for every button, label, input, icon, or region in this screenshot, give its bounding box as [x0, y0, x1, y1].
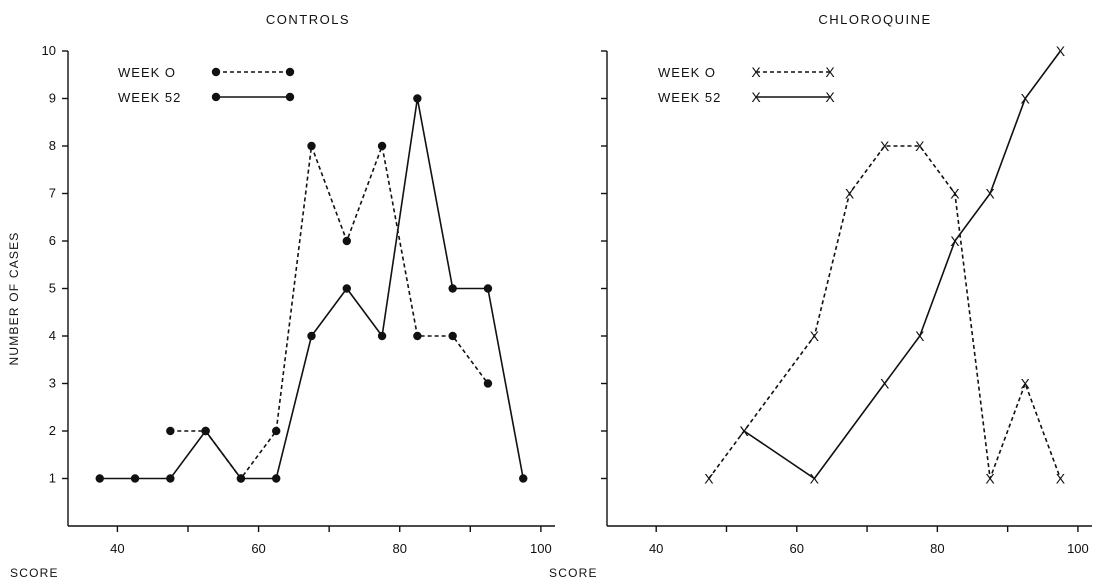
chart-title: CONTROLS	[266, 12, 350, 27]
x-axis-label: SCORE	[10, 566, 59, 580]
legend-marker	[285, 92, 295, 102]
data-point: X	[880, 138, 890, 154]
data-point: X	[1021, 376, 1031, 392]
data-point: X	[810, 328, 820, 344]
y-tick-label-9: 9	[49, 91, 56, 106]
controls-chart: CONTROLS 1 2 3 4 5 6 7 8 9 10 40 60 80 100 SCORE NUMBER …	[7, 12, 555, 580]
y-tick-label-10: 10	[42, 43, 56, 58]
x-axis-label: SCORE	[549, 566, 598, 580]
x-tick-label-100: 100	[1067, 541, 1089, 556]
series-line-week-52	[743, 50, 1062, 480]
data-point: X	[880, 376, 890, 392]
y-tick-label-4: 4	[49, 328, 56, 343]
series-line-week-0	[708, 145, 1062, 479]
x-tick-label-40: 40	[110, 541, 124, 556]
data-point	[413, 94, 422, 103]
data-point	[342, 284, 351, 293]
chart-title: CHLOROQUINE	[818, 12, 931, 27]
y-tick-label-5: 5	[49, 281, 56, 296]
x-tick-label-80: 80	[392, 541, 406, 556]
data-point	[377, 141, 387, 151]
data-point	[201, 426, 210, 436]
data-point: X	[1056, 43, 1066, 59]
legend-entry-week-0: WEEK O	[118, 65, 295, 80]
legend-label: WEEK 52	[658, 90, 721, 105]
legend-marker	[285, 67, 295, 77]
y-tick-label-2: 2	[49, 423, 56, 438]
y-tick-label-8: 8	[49, 138, 56, 153]
legend-label: WEEK O	[118, 65, 176, 80]
data-point	[272, 426, 281, 436]
y-tick-label-3: 3	[49, 376, 56, 391]
legend-marker: X	[825, 64, 835, 80]
data-point: X	[985, 186, 995, 202]
series-week-0: X X X X X X X X X X	[704, 138, 1065, 487]
data-point: X	[1056, 471, 1066, 487]
x-tick-label-100: 100	[530, 541, 552, 556]
data-point: X	[950, 233, 960, 249]
data-point	[377, 331, 387, 341]
data-point: X	[845, 186, 855, 202]
data-point	[95, 474, 104, 483]
data-point: X	[739, 423, 749, 439]
data-point: X	[950, 186, 960, 202]
data-point	[483, 284, 493, 293]
legend-label: WEEK 52	[118, 90, 181, 105]
data-point: X	[1021, 91, 1031, 107]
data-point	[272, 474, 281, 483]
data-point	[166, 426, 175, 436]
data-point	[236, 474, 246, 483]
y-tick-label-7: 7	[49, 186, 56, 201]
data-point: X	[915, 138, 925, 154]
legend-marker: X	[825, 89, 835, 105]
legend-entry-week-52: WEEK 52 X X	[658, 89, 835, 105]
series-line-week-52	[99, 98, 524, 480]
data-point	[166, 474, 175, 483]
x-tick-label-40: 40	[649, 541, 663, 556]
legend-entry-week-52: WEEK 52	[118, 90, 295, 105]
data-point: X	[915, 328, 925, 344]
x-tick-label-80: 80	[930, 541, 944, 556]
x-tick-label-60: 60	[251, 541, 265, 556]
data-point	[483, 379, 493, 388]
x-tick-label-60: 60	[790, 541, 804, 556]
series-week-52	[95, 94, 528, 483]
legend-marker: X	[751, 64, 761, 80]
data-point	[342, 236, 351, 246]
data-point	[307, 331, 316, 341]
data-point: X	[810, 471, 820, 487]
y-tick-label-1: 1	[49, 471, 56, 486]
legend-label: WEEK O	[658, 65, 716, 80]
data-point	[519, 474, 528, 483]
data-point	[130, 474, 140, 483]
data-point	[448, 331, 457, 341]
data-point: X	[704, 471, 714, 487]
legend-marker	[211, 92, 221, 102]
y-axis-label: NUMBER OF CASES	[7, 231, 21, 365]
data-point: X	[985, 471, 995, 487]
data-point	[448, 284, 457, 293]
data-point	[413, 331, 422, 341]
data-point	[307, 141, 316, 151]
legend-marker: X	[751, 89, 761, 105]
legend-entry-week-0: WEEK O X X	[658, 64, 835, 80]
y-tick-label-6: 6	[49, 233, 56, 248]
legend-marker	[211, 67, 221, 77]
